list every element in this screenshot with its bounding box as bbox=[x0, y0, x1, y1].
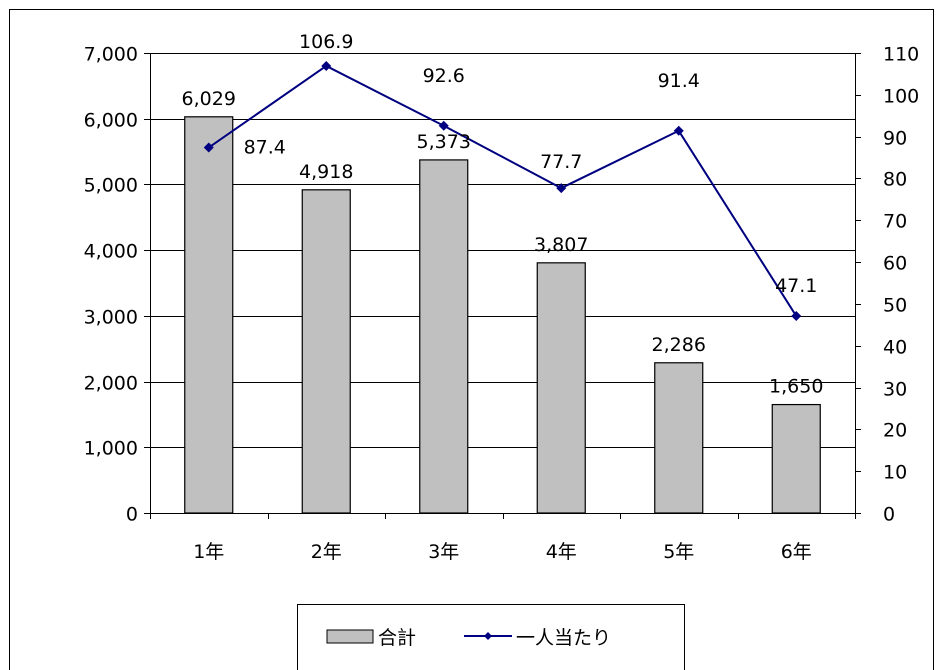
y-right-tick-label: 0 bbox=[883, 504, 895, 526]
line-data-label: 77.7 bbox=[540, 151, 582, 173]
y-left-tick-label: 0 bbox=[126, 504, 138, 526]
bar-data-label: 4,918 bbox=[299, 161, 353, 183]
y-left-tick-label: 5,000 bbox=[84, 175, 138, 197]
y-left-tick-label: 2,000 bbox=[84, 373, 138, 395]
legend-line-label: 一人当たり bbox=[516, 627, 611, 649]
bar-series bbox=[184, 116, 821, 514]
x-tick-label: 3年 bbox=[428, 541, 459, 563]
y-right-tick-label: 30 bbox=[883, 379, 907, 401]
axes: 0 1,000 2,000 3,000 4,000 5,000 6,000 7,000 0 10 2… bbox=[84, 44, 920, 564]
bar-data-label: 2,286 bbox=[652, 334, 706, 356]
line-data-label: 92.6 bbox=[423, 65, 465, 87]
chart-border bbox=[9, 9, 934, 670]
bar bbox=[419, 159, 469, 514]
y-left-tick-label: 1,000 bbox=[84, 438, 138, 460]
x-tick-label: 5年 bbox=[663, 541, 694, 563]
x-tick-label: 2年 bbox=[311, 541, 342, 563]
data-labels: 6,029 4,918 5,373 3,807 2,286 1,650 87.4 106.9 9… bbox=[182, 31, 824, 398]
line-data-label: 91.4 bbox=[658, 70, 700, 92]
y-right-tick-label: 80 bbox=[883, 169, 907, 191]
line-point bbox=[556, 183, 567, 194]
bar bbox=[301, 189, 351, 514]
line-point bbox=[438, 120, 449, 131]
line-point bbox=[203, 142, 214, 153]
y-right-tick-label: 70 bbox=[883, 211, 907, 233]
y-right-tick-label: 110 bbox=[883, 44, 919, 66]
line-data-label: 87.4 bbox=[244, 137, 286, 159]
bar-data-label: 6,029 bbox=[182, 88, 236, 110]
y-left-tick-label: 7,000 bbox=[84, 44, 138, 66]
line-point bbox=[791, 311, 802, 322]
y-right-tick-label: 90 bbox=[883, 128, 907, 150]
bar bbox=[184, 116, 234, 514]
y-right-tick-label: 100 bbox=[883, 86, 919, 108]
y-right-tick-label: 60 bbox=[883, 253, 907, 275]
y-left-tick-label: 4,000 bbox=[84, 241, 138, 263]
bar-data-label: 5,373 bbox=[417, 131, 471, 153]
x-tick-label: 1年 bbox=[193, 541, 224, 563]
y-left-tick-label: 3,000 bbox=[84, 307, 138, 329]
gridlines bbox=[150, 53, 855, 448]
line-point bbox=[673, 125, 684, 136]
bar-data-label: 1,650 bbox=[769, 376, 823, 398]
bar bbox=[536, 262, 586, 514]
legend: 合計 一人当たり bbox=[297, 604, 685, 670]
x-tick-label: 4年 bbox=[546, 541, 577, 563]
legend-line-marker bbox=[484, 632, 492, 640]
legend-bar-label: 合計 bbox=[378, 627, 416, 649]
line-data-label: 47.1 bbox=[775, 275, 817, 297]
y-right-tick-label: 10 bbox=[883, 462, 907, 484]
line-point bbox=[321, 60, 332, 71]
legend-bar-swatch bbox=[326, 629, 374, 644]
bar bbox=[771, 403, 821, 514]
line-series bbox=[203, 60, 802, 322]
line-data-label: 106.9 bbox=[299, 31, 353, 53]
bar bbox=[654, 362, 704, 514]
x-tick-label: 6年 bbox=[781, 541, 812, 563]
y-right-tick-label: 20 bbox=[883, 420, 907, 442]
y-right-tick-label: 40 bbox=[883, 337, 907, 359]
y-right-tick-label: 50 bbox=[883, 295, 907, 317]
line-series-path bbox=[208, 64, 798, 317]
y-left-tick-label: 6,000 bbox=[84, 110, 138, 132]
bar-data-label: 3,807 bbox=[534, 234, 588, 256]
